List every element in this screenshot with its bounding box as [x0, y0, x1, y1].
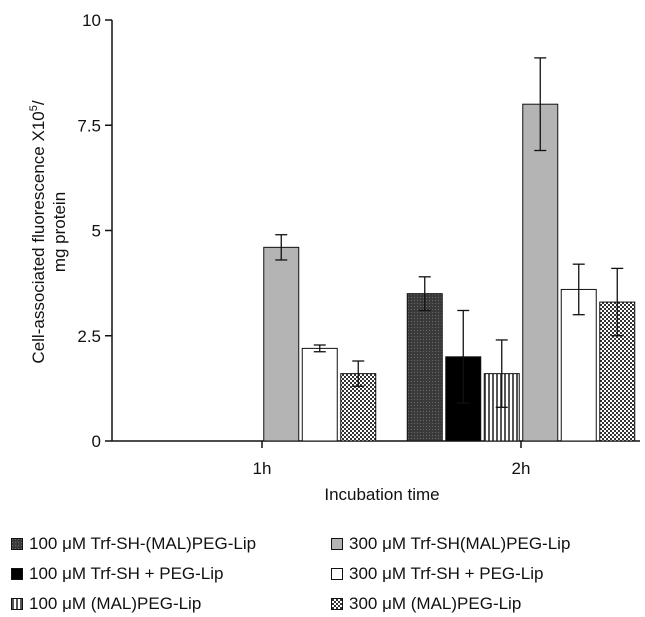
legend-swatch	[11, 568, 23, 580]
legend-label: 300 μM Trf-SH + PEG-Lip	[349, 564, 544, 583]
x-tick-label: 1h	[253, 459, 272, 478]
y-tick-label: 0	[92, 432, 101, 451]
y-tick-label: 7.5	[77, 116, 101, 135]
y-axis-title-line1: Cell-associated fluorescence X10	[29, 111, 48, 363]
bar	[522, 103, 559, 442]
legend-item: 100 μM (MAL)PEG-Lip	[11, 594, 201, 614]
chart: 0 2.5 5 7.5 10 1h 2h Incubation time Cell-ass…	[28, 11, 640, 504]
y-tick-label: 2.5	[77, 327, 101, 346]
bar	[406, 293, 443, 442]
x-axis-title: Incubation time	[324, 485, 439, 504]
svg-text:Cell-associated fluorescence X: Cell-associated fluorescence X105/	[28, 100, 48, 363]
legend-swatch	[331, 568, 343, 580]
y-axis-title-sup: 5	[28, 105, 40, 111]
legend-label: 100 μM (MAL)PEG-Lip	[29, 594, 202, 613]
legend-label: 100 μM Trf-SH-(MAL)PEG-Lip	[29, 534, 257, 553]
legend-item: 100 μM Trf-SH-(MAL)PEG-Lip	[11, 534, 256, 554]
legend-label: 300 μM Trf-SH(MAL)PEG-Lip	[349, 534, 571, 553]
legend-swatch	[11, 598, 23, 610]
legend: 100 μM Trf-SH-(MAL)PEG-Lip 100 μM Trf-SH …	[0, 528, 645, 617]
legend-item: 300 μM (MAL)PEG-Lip	[331, 594, 521, 614]
bar	[301, 347, 338, 442]
legend-item: 300 μM Trf-SH(MAL)PEG-Lip	[331, 534, 570, 554]
legend-item: 300 μM Trf-SH + PEG-Lip	[331, 564, 544, 584]
x-tick-label: 2h	[512, 459, 531, 478]
legend-label: 100 μM Trf-SH + PEG-Lip	[29, 564, 224, 583]
x-ticks: 1h 2h	[253, 441, 531, 478]
legend-swatch	[331, 538, 343, 550]
bar	[263, 246, 300, 442]
y-tick-label: 5	[92, 222, 101, 241]
legend-swatch	[331, 598, 343, 610]
y-ticks: 0 2.5 5 7.5 10	[77, 11, 112, 451]
y-axis-title-line1-tail: /	[29, 100, 48, 105]
legend-swatch	[11, 538, 23, 550]
y-axis-title: Cell-associated fluorescence X105/ mg pr…	[28, 100, 69, 363]
error-bars	[275, 57, 624, 408]
legend-item: 100 μM Trf-SH + PEG-Lip	[11, 564, 224, 584]
legend-label: 300 μM (MAL)PEG-Lip	[349, 594, 522, 613]
y-tick-label: 10	[82, 11, 101, 30]
y-axis-title-line2: mg protein	[50, 192, 69, 272]
